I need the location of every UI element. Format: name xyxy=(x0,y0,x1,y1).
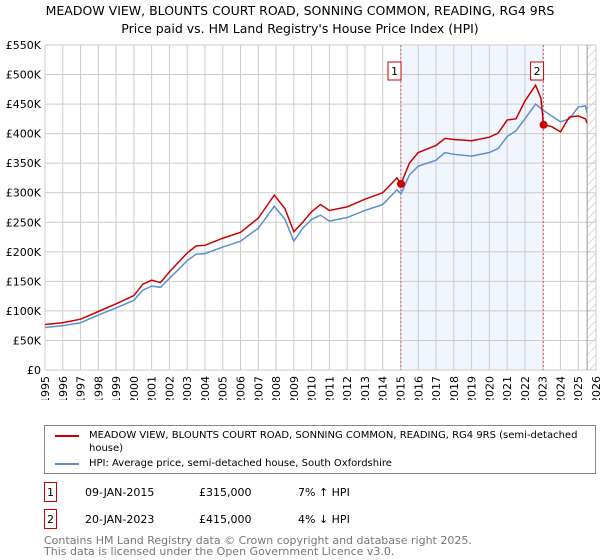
x-tick-label: 2016 xyxy=(412,376,425,400)
x-tick-label: 2010 xyxy=(306,376,319,400)
x-tick-label: 2012 xyxy=(341,376,354,400)
x-tick-label: 2018 xyxy=(448,376,461,400)
sale-date: 09-JAN-2015 xyxy=(85,485,155,499)
x-tick-label: 1998 xyxy=(92,376,105,400)
x-tick-label: 1997 xyxy=(75,376,88,400)
sale-marker: 2 xyxy=(44,509,57,529)
y-tick-label: £500K xyxy=(6,69,42,82)
sale-row: 1 09-JAN-2015 £315,000 7% ↑ HPI xyxy=(44,482,350,502)
x-tick-label: 2009 xyxy=(288,376,301,400)
sale-hpi: 7% ↑ HPI xyxy=(298,485,350,499)
y-tick-label: £350K xyxy=(6,157,42,170)
x-tick-label: 2005 xyxy=(217,376,230,400)
sale-point xyxy=(397,179,406,188)
x-tick-label: 2006 xyxy=(235,376,248,400)
hatched-region xyxy=(587,45,596,370)
x-tick-label: 2019 xyxy=(466,376,479,400)
sale-price: £315,000 xyxy=(199,485,252,499)
y-tick-label: £250K xyxy=(6,216,42,229)
y-tick-label: £400K xyxy=(6,128,42,141)
x-tick-label: 2017 xyxy=(430,376,443,400)
sale-marker: 1 xyxy=(44,482,57,502)
sale-marker-box xyxy=(530,61,545,81)
y-tick-label: £150K xyxy=(6,275,42,288)
y-tick-label: £450K xyxy=(6,98,42,111)
x-tick-label: 2013 xyxy=(359,376,372,400)
footer-line: This data is licensed under the Open Gov… xyxy=(44,545,395,558)
sale-price: £415,000 xyxy=(199,512,252,526)
x-tick-label: 2008 xyxy=(270,376,283,400)
series-line xyxy=(44,83,588,326)
legend-blue-swatch xyxy=(55,463,79,465)
x-tick-label: 2022 xyxy=(519,376,532,400)
legend: MEADOW VIEW, BLOUNTS COURT ROAD, SONNING… xyxy=(44,425,596,474)
price-chart: 1995 1996 1997 1998 1999 2000 2001 2002 2003 2004… xyxy=(6,39,600,400)
x-tick-label: 2003 xyxy=(181,376,194,400)
x-tick-label: 2004 xyxy=(199,376,212,400)
x-tick-label: 2024 xyxy=(554,376,567,400)
shaded-region xyxy=(401,45,544,370)
x-tick-label: 2023 xyxy=(537,376,550,400)
y-tick-label: £550K xyxy=(6,39,42,52)
y-tick-label: £300K xyxy=(6,187,42,200)
x-tick-label: 2000 xyxy=(128,376,141,400)
x-tick-label: 1995 xyxy=(39,376,52,400)
x-tick-label: 2007 xyxy=(252,376,265,400)
sale-marker-box xyxy=(387,61,402,81)
y-tick-label: £50K xyxy=(13,334,42,347)
x-tick-label: 2020 xyxy=(483,376,496,400)
x-tick-label: 2026 xyxy=(590,376,600,400)
x-tick-label: 2021 xyxy=(501,376,514,400)
series-line xyxy=(44,103,588,329)
sale-marker-label: 1 xyxy=(391,65,398,78)
chart-title: MEADOW VIEW, BLOUNTS COURT ROAD, SONNING… xyxy=(45,3,555,18)
y-tick-label: £200K xyxy=(6,246,42,259)
chart-subtitle: Price paid vs. HM Land Registry's House … xyxy=(121,21,479,36)
y-tick-label: £0 xyxy=(27,364,41,377)
x-tick-label: 1999 xyxy=(110,376,123,400)
x-tick-label: 2015 xyxy=(394,376,407,400)
y-tick-label: £100K xyxy=(6,305,42,318)
x-tick-label: 2011 xyxy=(323,376,336,400)
x-tick-label: 2025 xyxy=(572,376,585,400)
legend-blue-label: HPI: Average price, semi-detached house,… xyxy=(89,458,392,469)
x-tick-label: 2001 xyxy=(146,376,159,400)
x-tick-label: 2002 xyxy=(163,376,176,400)
x-tick-label: 1996 xyxy=(57,376,70,400)
footer: Contains HM Land Registry data © Crown c… xyxy=(44,535,472,557)
sale-row: 2 20-JAN-2023 £415,000 4% ↓ HPI xyxy=(44,509,350,529)
legend-red-label: MEADOW VIEW, BLOUNTS COURT ROAD, SONNING… xyxy=(89,430,578,454)
x-tick-label: 2014 xyxy=(377,376,390,400)
legend-red-swatch xyxy=(55,435,79,437)
sale-point xyxy=(539,120,548,129)
footer-line: Contains HM Land Registry data © Crown c… xyxy=(44,534,472,547)
sale-marker-label: 2 xyxy=(534,65,541,78)
sale-hpi: 4% ↓ HPI xyxy=(298,512,350,526)
sale-date: 20-JAN-2023 xyxy=(85,512,155,526)
